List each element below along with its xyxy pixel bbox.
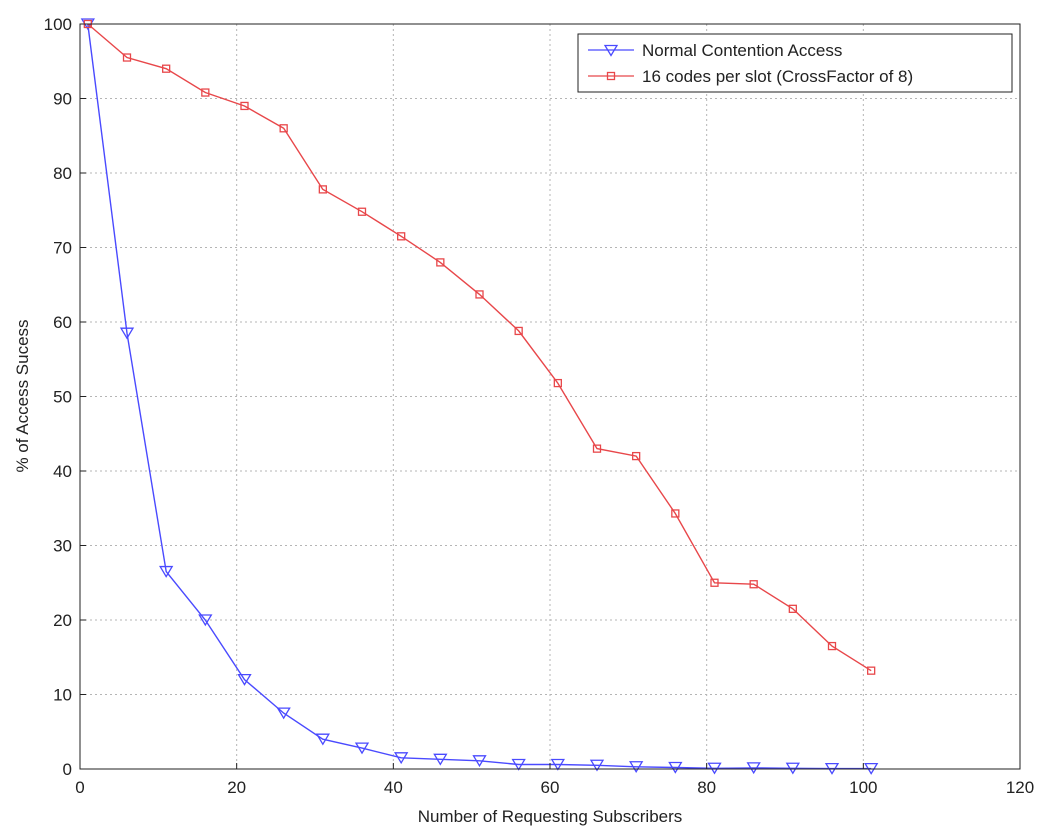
- data-point: [397, 232, 406, 241]
- data-point: [198, 614, 213, 627]
- data-point: [671, 509, 680, 518]
- x-tick-label: 60: [541, 778, 560, 797]
- x-tick-label: 40: [384, 778, 403, 797]
- data-point: [629, 761, 644, 774]
- x-tick-label: 120: [1006, 778, 1034, 797]
- x-tick-label: 80: [697, 778, 716, 797]
- y-tick-label: 50: [53, 388, 72, 407]
- data-point: [119, 327, 135, 340]
- data-point: [436, 258, 445, 267]
- data-point: [279, 124, 288, 133]
- y-tick-label: 60: [53, 313, 72, 332]
- data-point: [749, 580, 758, 589]
- data-point: [122, 53, 132, 62]
- data-point: [357, 207, 367, 216]
- y-tick-label: 90: [53, 90, 72, 109]
- data-point: [162, 64, 171, 73]
- data-point: [632, 451, 641, 461]
- data-point: [553, 378, 562, 388]
- x-tick-label: 100: [849, 778, 877, 797]
- tick-labels: 0 20 40 60 80 100 120 0 10 20 30 40 50 60 70 80 90 100: [44, 15, 1035, 797]
- data-point: [276, 707, 291, 720]
- data-point: [785, 762, 800, 775]
- y-tick-label: 40: [53, 462, 72, 481]
- legend-label-normal: Normal Contention Access: [642, 41, 842, 60]
- data-point: [707, 762, 722, 775]
- x-tick-label: 0: [75, 778, 84, 797]
- y-tick-label: 20: [53, 611, 72, 630]
- data-point: [668, 761, 683, 774]
- data-point: [827, 641, 837, 651]
- data-point: [746, 762, 761, 775]
- y-axis-label: % of Access Sucess: [13, 319, 32, 472]
- legend: Normal Contention Access 16 codes per sl…: [577, 33, 1013, 93]
- series-line: [87, 23, 872, 672]
- y-tick-label: 30: [53, 537, 72, 556]
- x-axis-label: Number of Requesting Subscribers: [418, 807, 683, 826]
- data-point: [511, 758, 526, 771]
- data-point: [159, 565, 174, 578]
- data-point: [514, 326, 523, 336]
- data-point: [433, 753, 448, 766]
- y-tick-label: 10: [53, 686, 72, 705]
- data-point: [237, 673, 252, 686]
- data-point: [472, 755, 487, 768]
- y-tick-label: 100: [44, 15, 72, 34]
- y-tick-label: 70: [53, 239, 72, 258]
- series-line: [87, 23, 872, 770]
- data-point: [710, 578, 719, 587]
- data-point: [394, 752, 409, 765]
- x-tick-label: 20: [227, 778, 246, 797]
- data-point: [550, 758, 565, 771]
- data-point: [475, 290, 484, 299]
- grid: [80, 24, 1020, 769]
- data-point: [201, 88, 210, 97]
- data-point: [315, 733, 330, 746]
- data-point: [788, 604, 797, 613]
- y-tick-label: 0: [63, 760, 72, 779]
- legend-box: [577, 33, 1013, 93]
- data-point: [867, 666, 876, 675]
- data-point: [318, 185, 327, 194]
- data-point: [240, 101, 249, 111]
- data-point: [589, 759, 605, 772]
- data-point: [592, 444, 602, 453]
- legend-label-codes: 16 codes per slot (CrossFactor of 8): [642, 67, 913, 86]
- series-2: [83, 19, 876, 675]
- legend-marker-normal: [603, 44, 619, 57]
- y-tick-label: 80: [53, 164, 72, 183]
- data-point: [354, 742, 370, 755]
- legend-marker-codes: [606, 71, 616, 81]
